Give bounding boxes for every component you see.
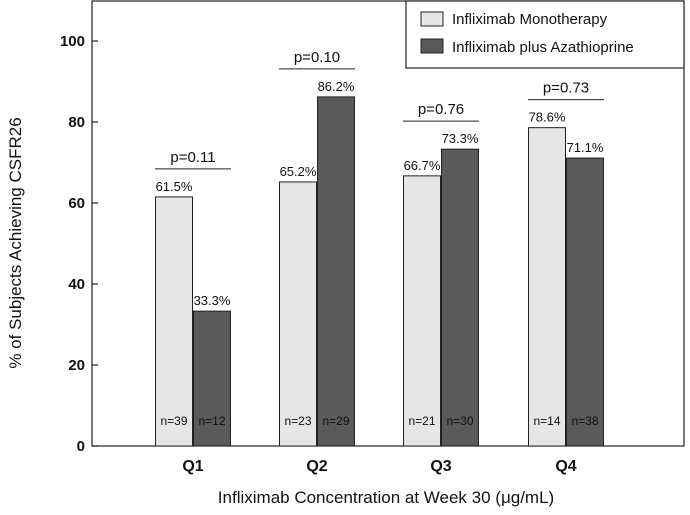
- x-tick-label-q4: Q4: [555, 458, 576, 475]
- bar-q4-series-1: [566, 157, 604, 447]
- bar-q3-series-0: [403, 175, 441, 447]
- n-label-q4-series-0: n=14: [533, 414, 560, 428]
- value-label-q1-series-1: 33.3%: [194, 293, 231, 308]
- n-label-q2-series-0: n=23: [284, 414, 311, 428]
- legend: Infliximab Monotherapy Infliximab plus A…: [405, 0, 685, 69]
- y-axis: 0 20 40 60 80 100: [60, 33, 98, 455]
- x-tick-label-q2: Q2: [306, 458, 327, 475]
- p-value-q1: p=0.11: [170, 149, 215, 166]
- value-label-q3-series-0: 66.7%: [404, 158, 441, 173]
- y-tick-label-60: 60: [68, 195, 85, 212]
- x-axis-title: Infliximab Concentration at Week 30 (μg/…: [218, 488, 554, 507]
- y-tick-label-100: 100: [60, 33, 85, 50]
- bar-q1-series-1: [193, 310, 231, 447]
- p-value-q3: p=0.76: [418, 101, 464, 118]
- bars: [155, 96, 604, 447]
- n-label-q4-series-1: n=38: [571, 414, 598, 428]
- n-label-q1-series-0: n=39: [160, 414, 187, 428]
- y-tick-label-20: 20: [68, 357, 85, 374]
- legend-frame: [405, 0, 685, 69]
- legend-swatch-monotherapy: [420, 11, 444, 27]
- x-tick-label-q1: Q1: [182, 458, 203, 475]
- bar-q4-series-0: [528, 127, 566, 447]
- bar-q1-series-0: [155, 196, 193, 447]
- value-label-q4-series-0: 78.6%: [529, 110, 566, 125]
- value-label-q2-series-0: 65.2%: [280, 164, 317, 179]
- legend-swatch-combination: [420, 38, 444, 54]
- n-label-q3-series-1: n=30: [446, 414, 473, 428]
- plot-area: [91, 0, 685, 447]
- legend-label-combination: Infliximab plus Azathioprine: [452, 39, 634, 56]
- labels: 61.5% n=39 33.3% n=12 p=0.11 65.2% n=23 86.2% n=…: [155, 49, 604, 428]
- n-label-q2-series-1: n=29: [322, 414, 349, 428]
- bar-q3-series-1: [441, 148, 479, 447]
- p-value-q2: p=0.10: [294, 49, 340, 66]
- legend-label-monotherapy: Infliximab Monotherapy: [452, 11, 608, 28]
- x-axis: Q1 Q2 Q3 Q4: [182, 440, 577, 475]
- n-label-q1-series-1: n=12: [198, 414, 225, 428]
- bar-q2-series-1: [317, 96, 355, 447]
- value-label-q2-series-1: 86.2%: [318, 79, 355, 94]
- bar-q2-series-0: [279, 181, 317, 447]
- p-value-q4: p=0.73: [543, 80, 589, 97]
- y-axis-title: % of Subjects Achieving CSFR26: [6, 117, 25, 368]
- y-tick-label-0: 0: [77, 438, 85, 455]
- value-label-q3-series-1: 73.3%: [442, 131, 479, 146]
- x-tick-label-q3: Q3: [430, 458, 451, 475]
- n-label-q3-series-0: n=21: [408, 414, 435, 428]
- value-label-q1-series-0: 61.5%: [156, 179, 193, 194]
- y-tick-label-40: 40: [68, 276, 85, 293]
- value-label-q4-series-1: 71.1%: [567, 140, 604, 155]
- y-tick-label-80: 80: [68, 114, 85, 131]
